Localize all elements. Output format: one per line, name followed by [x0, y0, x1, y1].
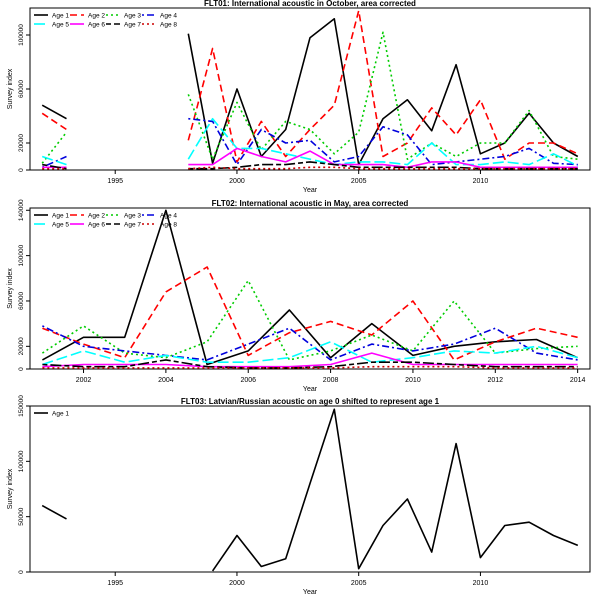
legend-label: Age 1: [52, 13, 69, 20]
legend-label: Age 6: [88, 22, 105, 29]
x-tick-label: 2005: [351, 580, 367, 587]
y-tick-label: 0: [18, 367, 25, 371]
series-line: [41, 504, 67, 520]
y-tick-label: 0: [18, 570, 25, 574]
plot-frame: [29, 7, 591, 171]
x-tick-label: 2006: [240, 377, 256, 384]
x-tick-label: 2014: [570, 377, 586, 384]
y-axis-label: Survey index: [7, 268, 14, 309]
series-line: [42, 325, 578, 361]
x-tick-label: 2012: [488, 377, 504, 384]
x-tick-label: 2010: [473, 580, 489, 587]
series-line: [41, 104, 67, 120]
series-age-7: [42, 359, 578, 369]
plot-frame: [29, 207, 591, 370]
series-age-6: [42, 352, 578, 368]
legend-label: Age 4: [160, 213, 177, 220]
series-line: [41, 155, 67, 166]
legend-label: Age 3: [124, 213, 141, 220]
series-line: [211, 408, 579, 572]
series-line: [188, 117, 578, 166]
plot-frame: [29, 405, 591, 573]
x-tick-label: 2004: [158, 377, 174, 384]
series-line: [187, 17, 579, 166]
y-tick-label: 0: [18, 168, 25, 172]
series-line: [42, 359, 578, 369]
chart-panel-2: FLT02: International acoustic in May, ar…: [7, 199, 591, 393]
y-tick-label: 140000: [18, 199, 25, 221]
series-line: [42, 163, 67, 170]
legend-label: Age 8: [160, 222, 177, 229]
series-age-2: [42, 266, 578, 361]
x-tick-label: 2000: [229, 580, 245, 587]
series-line: [42, 209, 578, 366]
x-axis-label: Year: [303, 386, 318, 393]
series-line: [42, 340, 578, 366]
x-tick-label: 1995: [107, 178, 123, 185]
y-tick-label: 60000: [18, 292, 25, 310]
chart-title: FLT03: Latvian/Russian acoustic on age 0…: [181, 397, 440, 406]
x-tick-label: 2010: [405, 377, 421, 384]
legend-label: Age 4: [160, 13, 177, 20]
x-tick-label: 2000: [229, 178, 245, 185]
chart-panel-1: FLT01: International acoustic in October…: [7, 0, 591, 194]
y-tick-label: 20000: [18, 337, 25, 355]
legend-label: Age 1: [52, 411, 69, 418]
series-line: [41, 112, 67, 131]
series-line: [188, 161, 578, 170]
x-tick-label: 2002: [76, 377, 92, 384]
series-age-4: [42, 325, 578, 361]
legend-label: Age 2: [88, 13, 105, 20]
chart-title: FLT01: International acoustic in October…: [204, 0, 416, 8]
series-age-1: [41, 17, 579, 166]
y-tick-label: 60000: [18, 80, 25, 98]
chart-title: FLT02: International acoustic in May, ar…: [212, 199, 409, 208]
x-tick-label: 2005: [351, 178, 367, 185]
series-age-8: [42, 365, 578, 369]
x-axis-label: Year: [303, 589, 318, 596]
y-axis-label: Survey index: [7, 468, 14, 509]
series-line: [188, 147, 578, 169]
y-tick-label: 20000: [18, 134, 25, 152]
series-age-7: [42, 161, 578, 170]
series-age-5: [41, 117, 579, 167]
y-tick-label: 100000: [18, 244, 25, 266]
legend-label: Age 1: [52, 213, 69, 220]
x-tick-label: 2008: [323, 377, 339, 384]
series-age-8: [42, 166, 578, 170]
series-line: [187, 117, 579, 167]
legend-label: Age 5: [52, 222, 69, 229]
legend-label: Age 7: [124, 22, 141, 29]
series-age-4: [41, 117, 578, 169]
legend-label: Age 2: [88, 213, 105, 220]
series-line: [42, 266, 578, 361]
series-line: [42, 352, 578, 368]
series-age-1: [41, 408, 579, 572]
y-tick-label: 100000: [18, 24, 25, 46]
y-tick-label: 150000: [18, 395, 25, 417]
series-age-3: [41, 279, 578, 361]
series-age-5: [42, 340, 578, 366]
series-line: [41, 155, 67, 169]
x-axis-label: Year: [303, 187, 318, 194]
y-axis-label: Survey index: [7, 68, 14, 109]
legend-label: Age 6: [88, 222, 105, 229]
legend-label: Age 5: [52, 22, 69, 29]
legend-label: Age 7: [124, 222, 141, 229]
legend-label: Age 3: [124, 13, 141, 20]
series-age-1: [42, 209, 578, 366]
series-line: [42, 365, 578, 369]
chart-panel-3: FLT03: Latvian/Russian acoustic on age 0…: [7, 395, 591, 596]
series-line: [41, 279, 578, 361]
x-tick-label: 1995: [107, 580, 123, 587]
y-tick-label: 50000: [18, 507, 25, 525]
y-tick-label: 100000: [18, 450, 25, 472]
series-age-2: [41, 9, 579, 163]
series-line: [187, 31, 578, 160]
x-tick-label: 2010: [473, 178, 489, 185]
series-age-3: [41, 31, 578, 164]
legend-label: Age 8: [160, 22, 177, 29]
